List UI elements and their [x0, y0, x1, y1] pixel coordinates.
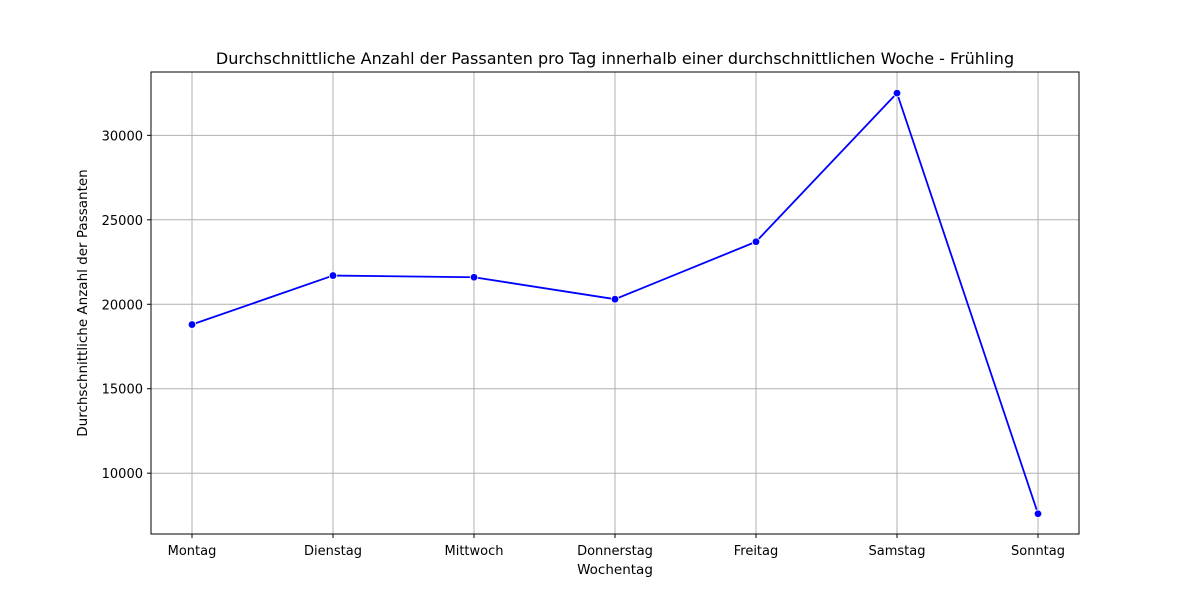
data-point-samstag — [892, 88, 902, 98]
x-tick-label: Samstag — [869, 544, 926, 559]
x-tick-label: Donnerstag — [577, 544, 653, 559]
x-tick-label: Freitag — [734, 544, 779, 559]
y-axis: 10000 15000 20000 25000 30000 — [102, 129, 151, 482]
x-tick-label: Sonntag — [1011, 544, 1065, 559]
x-tick-label: Mittwoch — [445, 544, 504, 559]
x-tick-label: Dienstag — [304, 544, 362, 559]
data-point-freitag — [751, 237, 761, 246]
chart-title: Durchschnittliche Anzahl der Passanten p… — [216, 49, 1014, 68]
grid — [151, 72, 1079, 534]
data-point-mittwoch — [469, 273, 479, 282]
y-axis-label: Durchschnittliche Anzahl der Passanten — [75, 169, 91, 437]
data-point-donnerstag — [610, 294, 620, 304]
data-point-dienstag — [328, 271, 338, 280]
y-tick-label: 20000 — [102, 298, 143, 313]
y-tick-label: 15000 — [102, 383, 143, 398]
y-tick-label: 30000 — [102, 129, 143, 144]
data-point-montag — [187, 320, 197, 329]
y-tick-label: 10000 — [102, 467, 143, 482]
data-point-sonntag — [1033, 509, 1043, 518]
x-axis: Montag Dienstag Mittwoch Donnerstag Freitag S… — [168, 534, 1065, 559]
y-tick-label: 25000 — [102, 214, 143, 229]
x-tick-label: Montag — [168, 544, 217, 559]
x-axis-label: Wochentag — [577, 562, 653, 578]
series-layer — [187, 88, 1043, 518]
